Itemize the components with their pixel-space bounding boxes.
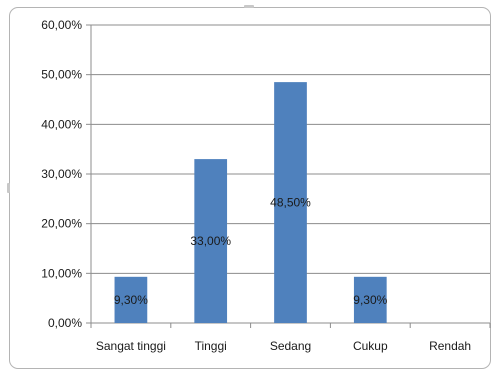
resize-handle-left[interactable]	[7, 183, 10, 193]
bar-tinggi	[194, 159, 228, 323]
y-tick-label: 20,00%	[41, 217, 82, 231]
bar-sangat-tinggi	[114, 276, 148, 323]
chart-frame	[9, 7, 491, 369]
data-label: 33,00%	[190, 234, 231, 248]
x-tick-label: Sangat tinggi	[96, 339, 166, 353]
x-tick-label: Sedang	[270, 339, 311, 353]
y-tick-label: 40,00%	[41, 117, 82, 131]
y-tick-label: 10,00%	[41, 266, 82, 280]
y-tick-label: 30,00%	[41, 167, 82, 181]
data-label: 48,50%	[270, 196, 311, 210]
data-label: 9,30%	[353, 293, 387, 307]
x-tick-label: Cukup	[353, 339, 388, 353]
y-tick-label: 50,00%	[41, 68, 82, 82]
x-tick-label: Rendah	[429, 339, 471, 353]
bar-sedang	[274, 82, 307, 323]
resize-handle-top[interactable]	[244, 5, 254, 8]
y-tick-label: 0,00%	[48, 316, 82, 330]
bar-cukup	[353, 276, 387, 323]
data-label: 9,30%	[114, 293, 148, 307]
x-tick-label: Tinggi	[195, 339, 227, 353]
y-tick-label: 60,00%	[41, 18, 82, 32]
